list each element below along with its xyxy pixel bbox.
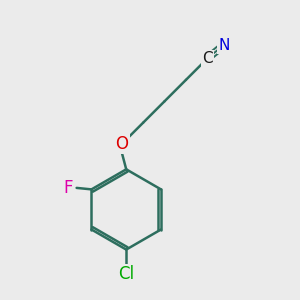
Text: C: C	[202, 51, 213, 66]
Text: Cl: Cl	[118, 265, 134, 283]
Text: N: N	[218, 38, 230, 52]
Text: O: O	[115, 135, 128, 153]
Text: F: F	[64, 179, 73, 197]
